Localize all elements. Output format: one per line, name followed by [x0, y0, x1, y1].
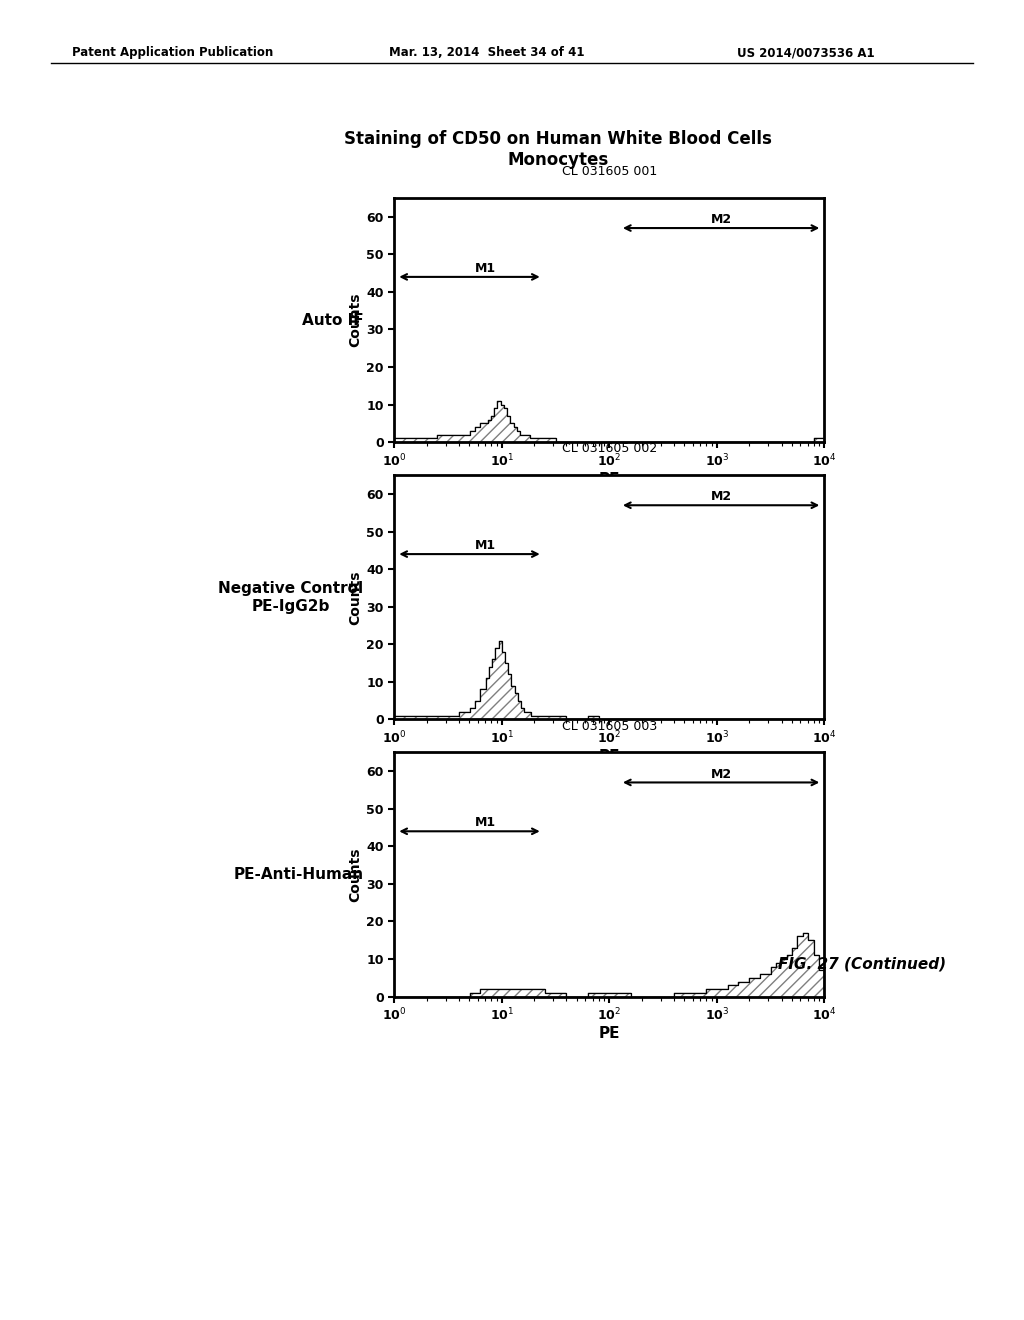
X-axis label: PE: PE	[599, 473, 620, 487]
Text: M2: M2	[711, 767, 732, 780]
Text: CL 031605 003: CL 031605 003	[561, 719, 657, 733]
Text: PE-Anti-Human: PE-Anti-Human	[233, 867, 364, 882]
X-axis label: PE: PE	[599, 750, 620, 764]
Text: Negative Control
PE-IgG2b: Negative Control PE-IgG2b	[218, 581, 364, 614]
Text: M2: M2	[711, 490, 732, 503]
Text: Staining of CD50 on Human White Blood Cells: Staining of CD50 on Human White Blood Ce…	[344, 129, 772, 148]
Text: M1: M1	[475, 261, 497, 275]
Text: Auto IF: Auto IF	[302, 313, 364, 327]
Text: CL 031605 001: CL 031605 001	[561, 165, 657, 178]
Text: M2: M2	[711, 213, 732, 226]
Y-axis label: Counts: Counts	[348, 293, 362, 347]
Text: M1: M1	[475, 539, 497, 552]
Text: M1: M1	[475, 816, 497, 829]
Text: FIG. 27 (Continued): FIG. 27 (Continued)	[778, 956, 946, 972]
Y-axis label: Counts: Counts	[348, 570, 362, 624]
Text: Mar. 13, 2014  Sheet 34 of 41: Mar. 13, 2014 Sheet 34 of 41	[389, 46, 585, 59]
Text: Patent Application Publication: Patent Application Publication	[72, 46, 273, 59]
Text: CL 031605 002: CL 031605 002	[561, 442, 657, 455]
Y-axis label: Counts: Counts	[348, 847, 362, 902]
Text: US 2014/0073536 A1: US 2014/0073536 A1	[737, 46, 874, 59]
X-axis label: PE: PE	[599, 1027, 620, 1041]
Text: Monocytes: Monocytes	[508, 150, 608, 169]
